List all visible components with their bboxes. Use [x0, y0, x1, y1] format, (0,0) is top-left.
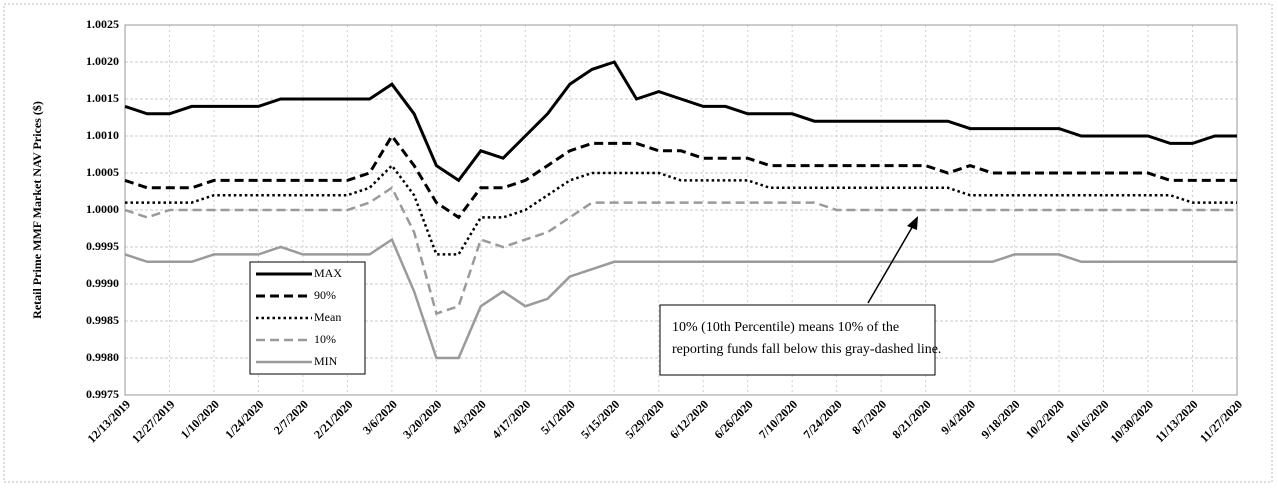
- legend-label: 10%: [314, 332, 336, 346]
- y-tick-label: 1.0025: [86, 17, 119, 31]
- series-line: [124, 60, 1237, 183]
- x-tick-label: 1/10/2020: [178, 397, 222, 441]
- y-tick-label: 1.0015: [86, 91, 119, 105]
- y-tick-label: 1.0005: [86, 165, 119, 179]
- y-axis-label: Retail Prime MMF Market NAV Prices ($): [30, 101, 44, 319]
- x-tick-label: 3/6/2020: [360, 397, 400, 437]
- y-tick-label: 1.0000: [86, 202, 119, 216]
- series-line: [124, 133, 1237, 220]
- legend-label: 90%: [314, 288, 336, 302]
- legend-label: MIN: [314, 354, 338, 368]
- x-tick-label: 9/18/2020: [978, 397, 1022, 441]
- x-tick-label: 10/16/2020: [1063, 397, 1112, 446]
- x-tick-label: 6/26/2020: [711, 397, 755, 441]
- series-line: [124, 237, 1237, 360]
- y-tick-label: 1.0020: [86, 54, 119, 68]
- y-tick-label: 0.9975: [86, 387, 119, 401]
- annotation-text: reporting funds fall below this gray-das…: [672, 342, 941, 357]
- arrow-head: [907, 216, 918, 230]
- x-tick-label: 5/1/2020: [538, 397, 578, 437]
- annotation-text: 10% (10th Percentile) means 10% of the: [672, 320, 899, 335]
- x-tick-label: 8/21/2020: [889, 397, 933, 441]
- x-tick-label: 4/17/2020: [489, 397, 533, 441]
- legend-label: MAX: [314, 266, 342, 280]
- y-tick-label: 1.0010: [86, 128, 119, 142]
- x-tick-label: 12/27/2019: [129, 397, 178, 446]
- series-line: [124, 185, 1237, 316]
- x-tick-label: 6/12/2020: [667, 397, 711, 441]
- y-tick-label: 0.9980: [86, 350, 119, 364]
- x-tick-label: 11/27/2020: [1197, 397, 1245, 445]
- x-tick-label: 10/2/2020: [1023, 397, 1067, 441]
- x-tick-label: 5/29/2020: [623, 397, 667, 441]
- x-tick-label: 3/20/2020: [400, 397, 444, 441]
- x-tick-label: 11/13/2020: [1152, 397, 1200, 445]
- x-tick-label: 1/24/2020: [222, 397, 266, 441]
- y-tick-label: 0.9995: [86, 239, 119, 253]
- x-tick-label: 7/24/2020: [800, 397, 844, 441]
- x-tick-label: 9/4/2020: [938, 397, 978, 437]
- y-tick-label: 0.9990: [86, 276, 119, 290]
- x-tick-label: 2/7/2020: [271, 397, 311, 437]
- x-tick-label: 10/30/2020: [1108, 397, 1157, 446]
- x-tick-label: 12/13/2019: [85, 397, 134, 446]
- y-tick-label: 0.9985: [86, 313, 119, 327]
- series-line: [125, 163, 1237, 256]
- chart-border: [3, 3, 1273, 483]
- annotation-box: [659, 304, 936, 376]
- annotation-arrow: [867, 223, 915, 304]
- x-tick-label: 2/21/2020: [311, 397, 355, 441]
- legend-label: Mean: [314, 310, 341, 324]
- x-tick-label: 8/7/2020: [849, 397, 889, 437]
- x-tick-label: 5/15/2020: [578, 397, 622, 441]
- x-tick-label: 7/10/2020: [756, 397, 800, 441]
- x-tick-label: 4/3/2020: [449, 397, 489, 437]
